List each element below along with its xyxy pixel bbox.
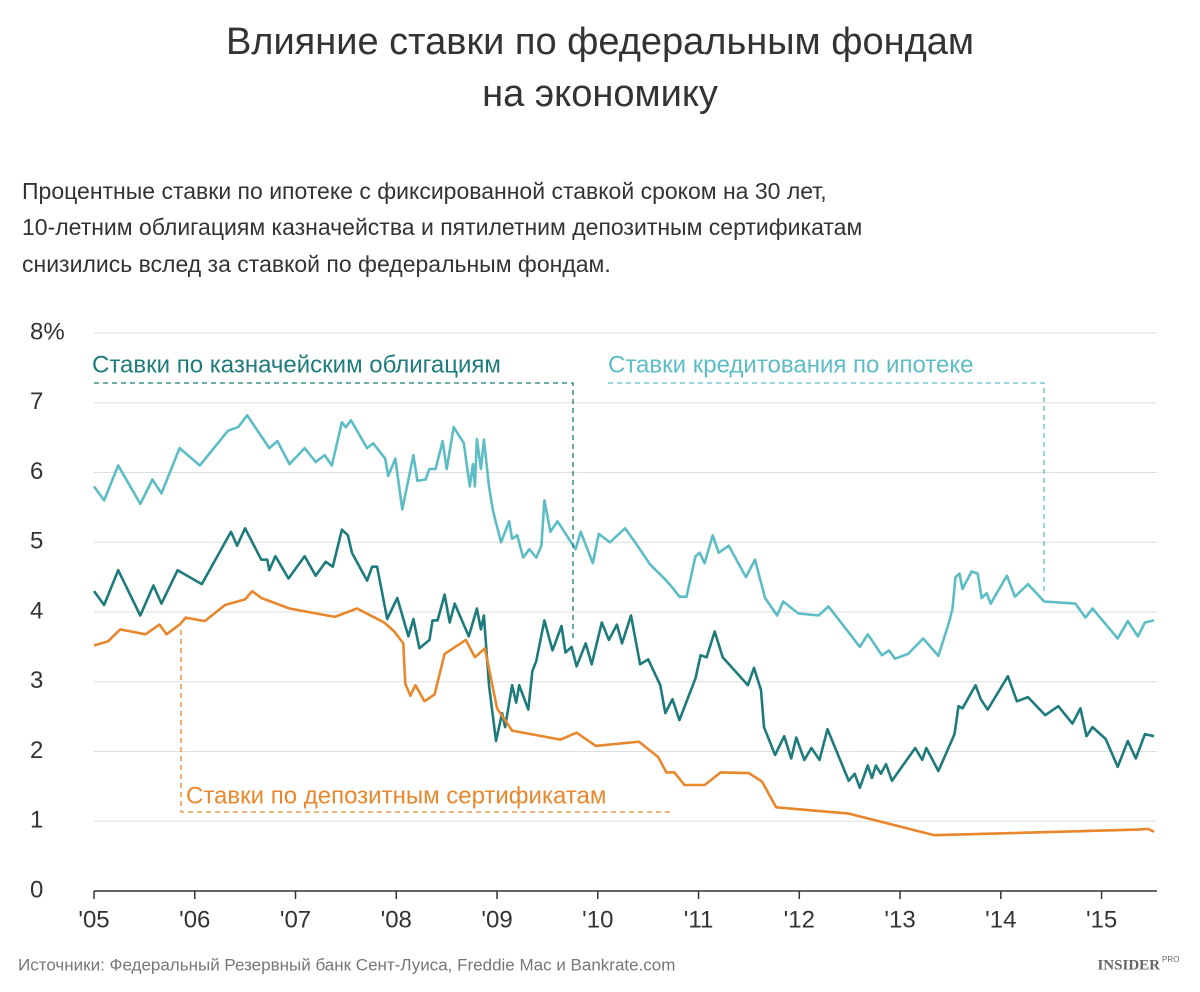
x-tick-label: '14 — [985, 906, 1016, 933]
logo: INSIDER — [1097, 957, 1160, 973]
x-tick-label: '15 — [1086, 906, 1117, 933]
subtitle: Процентные ставки по ипотеке с фиксирова… — [22, 178, 827, 204]
x-tick-label: '06 — [179, 906, 210, 933]
x-tick-label: '08 — [381, 906, 412, 933]
x-tick-label: '07 — [280, 906, 311, 933]
y-tick-label: 8% — [30, 318, 65, 345]
logo-sup: PRO — [1162, 955, 1179, 964]
x-tick-label: '10 — [582, 906, 613, 933]
annotation-leader — [180, 630, 672, 813]
chart-title: Влияние ставки по федеральным фондам — [226, 21, 974, 63]
subtitle: снизились вслед за ставкой по федеральны… — [22, 251, 611, 277]
y-tick-label: 7 — [30, 388, 43, 415]
annotation-leader — [608, 382, 1045, 592]
y-tick-label: 5 — [30, 528, 43, 555]
annotation-leader — [94, 382, 574, 640]
series-label: Ставки по казначейским облигациям — [92, 351, 501, 378]
y-tick-label: 4 — [30, 597, 43, 624]
chart-title: на экономику — [482, 73, 718, 115]
x-tick-label: '11 — [684, 906, 714, 933]
label-bg — [603, 350, 1043, 380]
series-label: Ставки по депозитным сертификатам — [186, 782, 606, 809]
x-tick-label: '05 — [78, 906, 109, 933]
x-tick-label: '12 — [784, 906, 815, 933]
series-label: Ставки кредитования по ипотеке — [608, 351, 973, 378]
series-line — [93, 589, 1155, 837]
subtitle: 10-летним облигациям казначейства и пяти… — [22, 214, 862, 240]
x-tick-label: '13 — [884, 906, 915, 933]
source: Источники: Федеральный Резервный банк Се… — [18, 955, 675, 974]
y-tick-label: 6 — [30, 458, 43, 485]
y-tick-label: 2 — [30, 737, 43, 764]
series-line — [92, 527, 1155, 790]
x-tick-label: '09 — [481, 906, 512, 933]
y-tick-label: 0 — [30, 876, 43, 903]
y-tick-label: 3 — [30, 667, 43, 694]
series-line — [92, 414, 1155, 660]
y-tick-label: 1 — [30, 807, 43, 834]
label-bg — [88, 350, 576, 380]
label-bg — [182, 781, 672, 811]
